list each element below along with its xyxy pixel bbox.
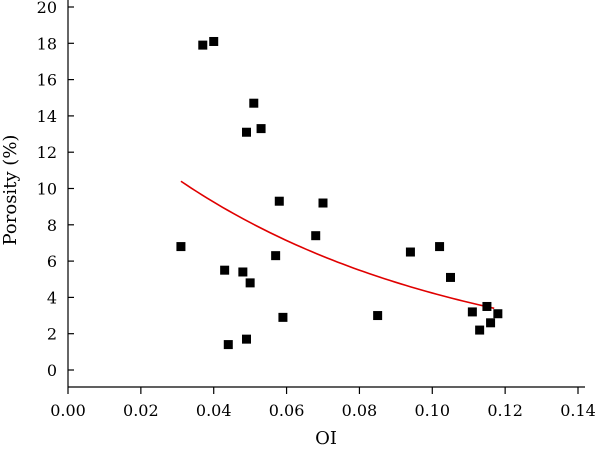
- axes: [67, 0, 585, 388]
- data-point: [198, 40, 208, 50]
- y-tick-label: 12: [37, 143, 57, 162]
- data-point: [446, 272, 455, 282]
- data-point: [435, 242, 445, 252]
- data-point: [271, 251, 281, 261]
- y-tick-label: 6: [47, 252, 57, 271]
- y-ticks: 0 2 4 6 8 10 12 14 16 18 20: [37, 0, 74, 380]
- y-tick-label: 20: [37, 0, 57, 17]
- x-tick-label: 0.10: [414, 401, 450, 420]
- y-tick-label: 2: [47, 325, 57, 344]
- y-tick-label: 10: [37, 180, 57, 199]
- data-point: [493, 309, 503, 319]
- data-point: [242, 334, 251, 344]
- data-point: [242, 127, 251, 137]
- x-tick-label: 0.00: [50, 401, 86, 420]
- x-tick-label: 0.02: [123, 401, 159, 420]
- data-points: [176, 36, 503, 350]
- y-tick-label: 14: [37, 107, 57, 126]
- x-ticks: 0.00 0.02 0.04 0.06 0.08 0.10 0.12 0.14: [50, 387, 596, 420]
- data-point: [482, 301, 492, 311]
- data-point: [223, 340, 233, 350]
- x-tick-label: 0.12: [487, 401, 523, 420]
- data-point: [467, 307, 477, 317]
- data-point: [373, 311, 383, 321]
- y-tick-label: 4: [47, 288, 57, 307]
- data-point: [209, 36, 219, 46]
- data-point: [475, 325, 485, 335]
- data-point: [245, 278, 255, 288]
- data-point: [176, 242, 186, 252]
- data-point: [311, 231, 321, 241]
- x-tick-label: 0.06: [269, 401, 305, 420]
- x-tick-label: 0.04: [196, 401, 232, 420]
- x-axis-title: OI: [315, 428, 337, 449]
- data-point: [256, 124, 266, 134]
- y-tick-label: 8: [47, 216, 57, 235]
- data-point: [278, 312, 288, 322]
- y-tick-label: 16: [37, 71, 57, 90]
- y-axis-title: Porosity (%): [0, 135, 21, 246]
- data-point: [220, 265, 230, 275]
- data-point: [249, 98, 259, 108]
- x-tick-label: 0.08: [342, 401, 378, 420]
- data-point: [405, 247, 415, 257]
- y-tick-label: 0: [47, 361, 57, 380]
- data-point: [318, 198, 328, 208]
- trendline: [180, 180, 495, 310]
- x-tick-label: 0.14: [560, 401, 596, 420]
- data-point: [486, 318, 496, 328]
- data-point: [274, 196, 284, 206]
- data-point: [238, 267, 248, 277]
- y-tick-label: 18: [37, 34, 57, 53]
